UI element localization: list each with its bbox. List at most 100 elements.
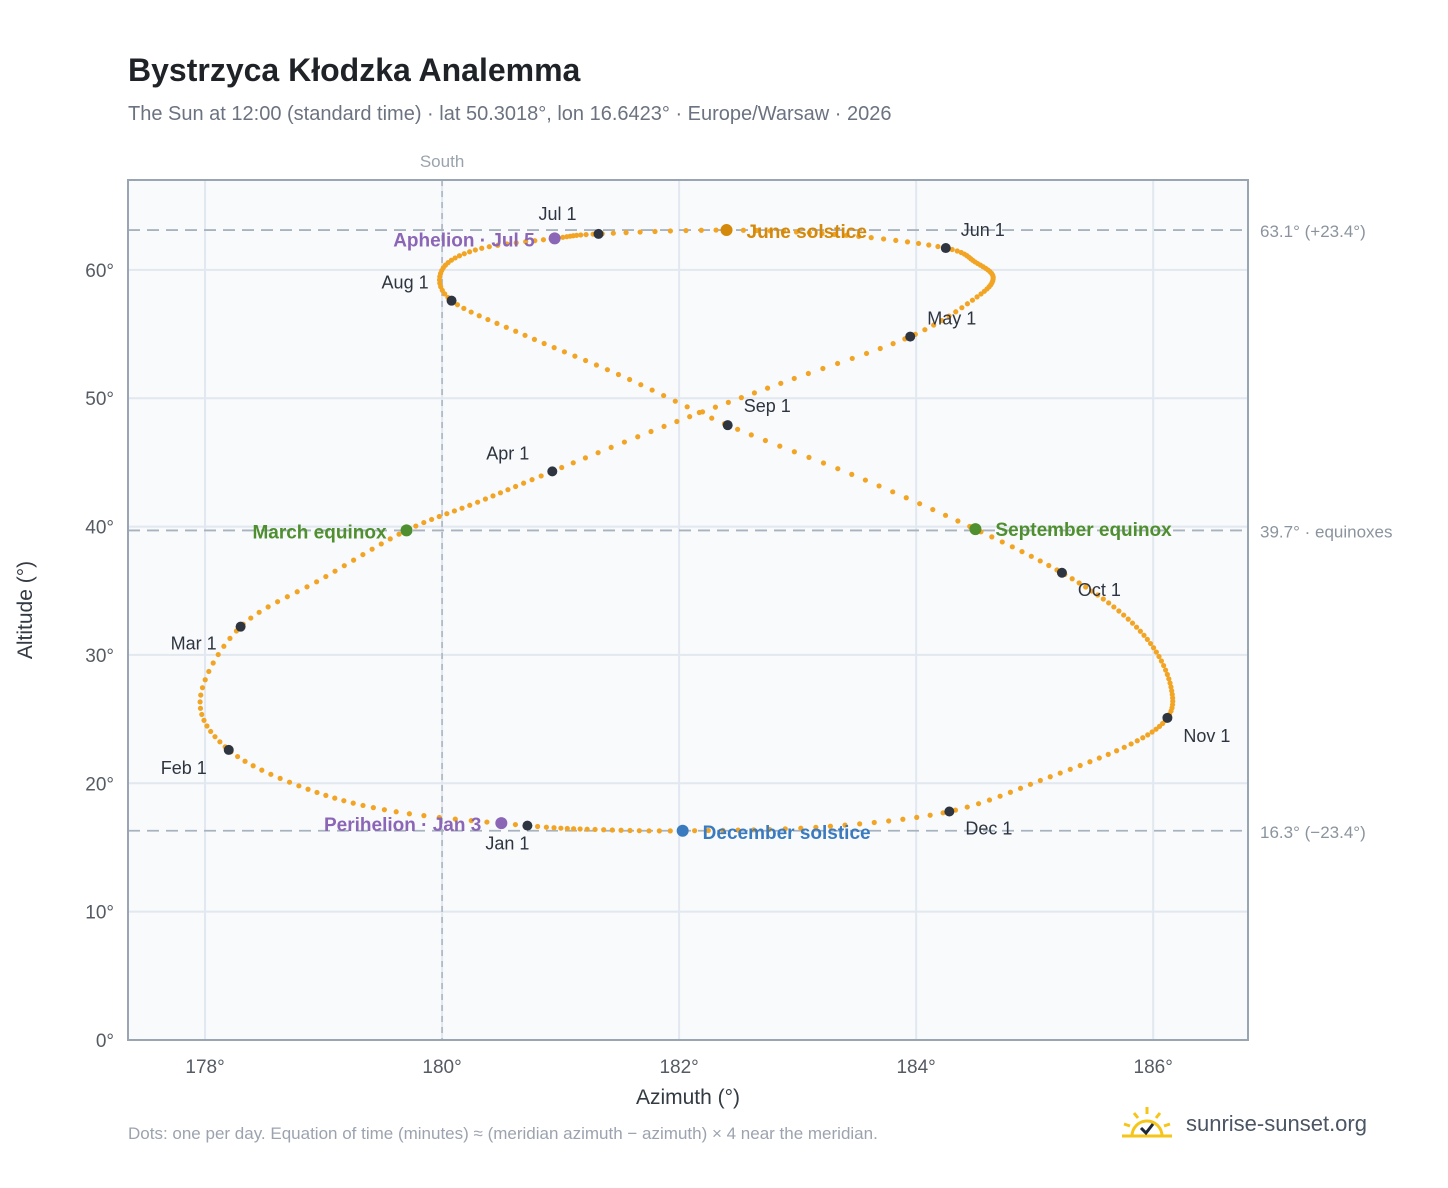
day-dot (930, 506, 936, 513)
day-dot (927, 812, 933, 818)
day-dot (601, 827, 607, 833)
day-dot (210, 660, 216, 666)
day-dot (504, 241, 510, 247)
day-dot (604, 367, 611, 373)
day-dot (1009, 544, 1015, 550)
y-tick-label: 40° (85, 518, 114, 539)
day-dot (649, 387, 655, 393)
day-dot (712, 404, 719, 410)
day-dot (1129, 620, 1136, 626)
day-dot (849, 471, 855, 477)
day-dot (577, 826, 583, 832)
day-dot (1106, 600, 1112, 606)
day-dot (274, 599, 281, 605)
day-dot (959, 305, 965, 311)
reference-line-label: 39.7° · equinoxes (1260, 522, 1393, 541)
month-label: Nov 1 (1183, 726, 1230, 746)
day-dot (452, 255, 458, 261)
day-dot (332, 568, 338, 574)
day-dot (735, 426, 741, 432)
month-marker (223, 744, 234, 755)
day-dot (635, 434, 641, 440)
day-dot (202, 677, 208, 683)
day-dot (1017, 785, 1024, 791)
day-dot (964, 301, 971, 307)
plot-area (128, 180, 1248, 1040)
day-dot (798, 825, 804, 831)
event-marker (676, 824, 689, 837)
day-dot (294, 589, 300, 595)
month-marker (1162, 712, 1173, 723)
day-dot (1140, 735, 1146, 741)
day-dot (820, 460, 827, 466)
day-dot (903, 495, 909, 501)
day-dot (532, 238, 538, 244)
south-label: South (420, 152, 464, 171)
day-dot (227, 635, 233, 641)
day-dot (915, 240, 922, 247)
day-dot (513, 483, 519, 490)
day-dot (705, 827, 711, 834)
day-dot (242, 758, 248, 764)
day-dot (831, 231, 838, 237)
day-dot (1083, 584, 1089, 590)
y-tick-label: 30° (85, 646, 114, 667)
month-marker (522, 820, 533, 831)
day-dot (314, 789, 320, 796)
day-dot (1046, 562, 1052, 569)
day-dot (1100, 596, 1106, 602)
x-tick-label: 182° (659, 1057, 698, 1078)
day-dot (341, 563, 347, 569)
day-dot (551, 825, 557, 831)
day-dot (503, 324, 509, 330)
month-marker (593, 228, 604, 239)
day-dot (1096, 755, 1102, 761)
x-axis-label: Azimuth (°) (636, 1086, 740, 1109)
day-dot (538, 473, 544, 479)
day-dot (709, 415, 715, 421)
day-dot (1037, 558, 1043, 564)
event-marker (495, 817, 508, 830)
event-label: Perihelion · Jan 3 (324, 815, 481, 836)
day-dot (523, 239, 529, 245)
day-dot (922, 327, 928, 333)
event-label: March equinox (252, 522, 387, 543)
day-dot (720, 827, 726, 833)
day-dot (819, 230, 825, 237)
day-dot (926, 242, 932, 248)
day-dot (914, 814, 920, 820)
day-dot (954, 248, 960, 254)
day-dot (876, 483, 882, 489)
day-dot (661, 392, 667, 399)
day-dot (939, 317, 945, 324)
day-dot (636, 828, 642, 834)
month-label: Oct 1 (1078, 580, 1121, 600)
brand-logo[interactable]: sunrise-sunset.org (1120, 1102, 1420, 1146)
day-dot (652, 228, 658, 235)
day-dot (482, 496, 489, 502)
day-dot (684, 404, 690, 410)
month-label: Dec 1 (965, 819, 1012, 839)
day-dot (863, 350, 870, 357)
day-dot (843, 232, 850, 238)
day-dot (890, 341, 896, 347)
day-dot (862, 477, 868, 483)
day-dot (583, 231, 589, 238)
month-marker (1056, 567, 1067, 578)
x-tick-label: 178° (185, 1057, 224, 1078)
day-dot (468, 309, 474, 315)
day-dot (248, 615, 254, 621)
sun-horizon-icon (1122, 1107, 1172, 1138)
day-dot (764, 385, 771, 391)
day-dot (931, 322, 937, 328)
y-tick-label: 0° (96, 1031, 114, 1052)
day-dot (1028, 553, 1034, 559)
day-dot (1153, 649, 1159, 655)
day-dot (350, 800, 356, 806)
month-label: Sep 1 (744, 396, 791, 416)
day-dot (444, 511, 450, 517)
day-dot (672, 398, 678, 404)
month-label: Jan 1 (485, 834, 529, 854)
day-dot (627, 827, 633, 834)
